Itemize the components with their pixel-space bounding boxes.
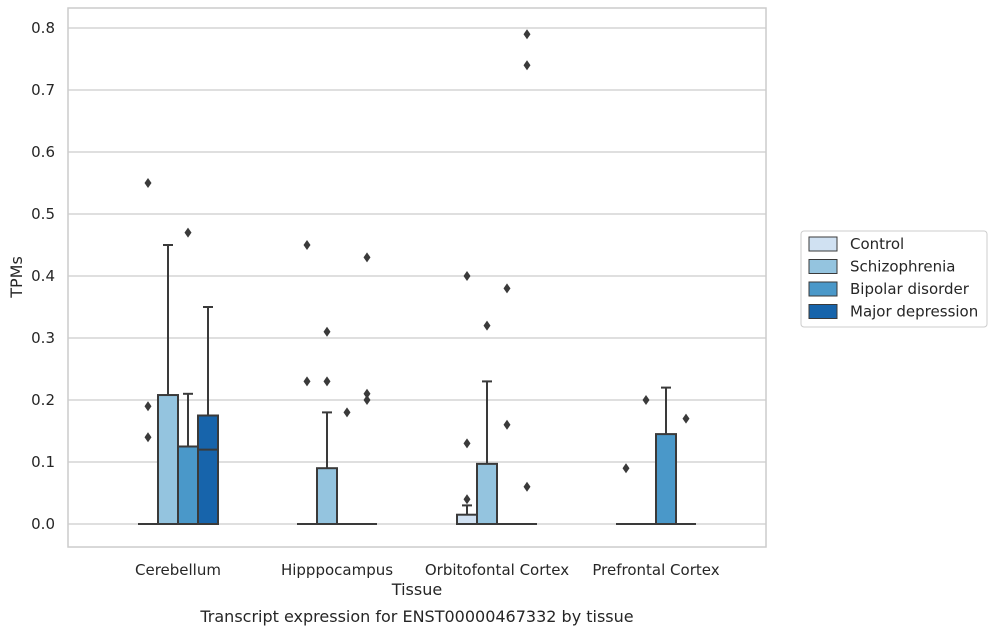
outlier-point	[144, 432, 152, 443]
outlier-point	[642, 395, 650, 405]
outlier-point	[523, 60, 531, 71]
box-rect	[197, 414, 219, 525]
x-axis-title: Tissue	[391, 580, 442, 599]
outlier-point	[303, 240, 311, 250]
chart-caption: Transcript expression for ENST0000046733…	[199, 607, 633, 626]
outlier-point	[682, 413, 690, 424]
box-rect	[456, 513, 478, 526]
y-tick-label: 0.4	[31, 267, 55, 285]
outlier-point	[144, 178, 152, 188]
x-tick-label: Cerebellum	[135, 561, 221, 579]
legend-label: Major depression	[850, 303, 978, 321]
legend-swatch	[808, 236, 838, 252]
outlier-point	[363, 395, 371, 405]
box-schizophrenia	[476, 380, 498, 525]
box-rect	[157, 394, 179, 526]
box-rect	[655, 433, 677, 526]
legend-label: Schizophrenia	[850, 258, 955, 276]
y-tick-label: 0.0	[31, 515, 55, 533]
outliers	[144, 29, 690, 505]
outlier-point	[363, 388, 371, 399]
box-rect	[476, 462, 498, 525]
outlier-point	[144, 401, 152, 412]
box-major-depression	[197, 306, 219, 525]
outlier-point	[323, 376, 331, 387]
outlier-point	[523, 481, 531, 492]
legend-label: Bipolar disorder	[850, 280, 970, 298]
y-tick-label: 0.6	[31, 143, 55, 161]
box-bipolar-disorder	[177, 392, 199, 525]
legend-swatch	[808, 304, 838, 319]
outlier-point	[483, 320, 491, 331]
x-axis-ticks: Cerebellum Hipppocampus Orbitofontal Corte…	[135, 561, 720, 579]
boxes	[138, 244, 696, 526]
y-tick-label: 0.1	[31, 453, 55, 471]
x-tick-label: Hipppocampus	[281, 561, 393, 579]
y-axis-title: TPMs	[7, 256, 26, 299]
legend-swatch	[808, 281, 838, 297]
legend-frame	[800, 230, 988, 328]
y-tick-label: 0.7	[31, 81, 55, 99]
outlier-point	[184, 227, 192, 238]
outlier-point	[503, 283, 511, 294]
outlier-point	[622, 463, 630, 474]
legend-swatch	[808, 259, 838, 274]
outlier-point	[343, 407, 351, 418]
y-tick-label: 0.3	[31, 329, 55, 347]
outlier-point	[523, 29, 531, 40]
x-tick-label: Orbitofontal Cortex	[425, 561, 569, 579]
outlier-point	[463, 271, 471, 281]
box-schizophrenia	[157, 244, 179, 526]
box-schizophrenia	[316, 411, 338, 526]
outlier-point	[323, 326, 331, 337]
x-tick-label: Prefrontal Cortex	[592, 561, 719, 579]
box-control	[456, 504, 478, 526]
outlier-point	[303, 376, 311, 387]
legend-label: Control	[850, 235, 904, 253]
outlier-point	[463, 494, 471, 505]
legend: Control Schizophrenia Bipolar disorder Majo…	[800, 230, 988, 328]
plot-area-frame	[67, 7, 767, 548]
box-rect	[177, 445, 199, 525]
y-tick-label: 0.5	[31, 205, 55, 223]
y-axis-ticks: 0.0 0.1 0.2 0.3 0.4 0.5 0.6 0.7 0.8	[31, 19, 55, 533]
box-rect	[316, 467, 338, 526]
y-tick-label: 0.2	[31, 391, 55, 409]
outlier-point	[463, 438, 471, 449]
outlier-point	[503, 419, 511, 430]
box-bipolar-disorder	[655, 386, 677, 526]
outlier-point	[363, 252, 371, 263]
y-tick-label: 0.8	[31, 19, 55, 37]
